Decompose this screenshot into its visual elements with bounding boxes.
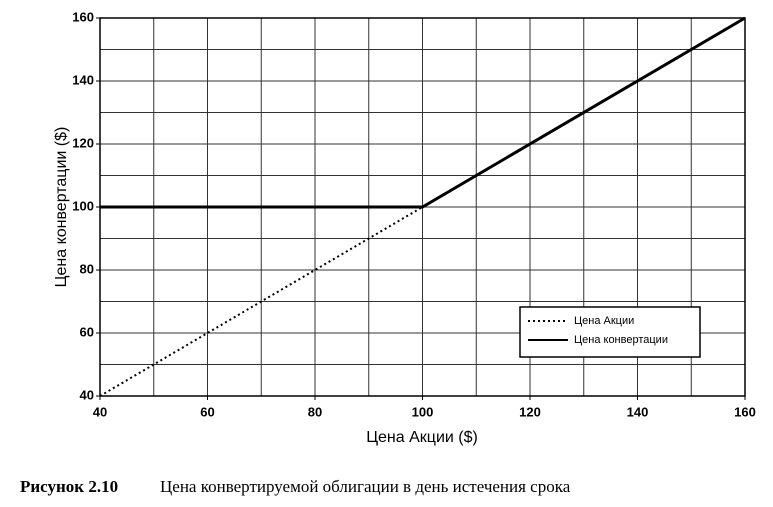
x-tick-label: 60 [200, 404, 214, 419]
y-tick-label: 40 [80, 387, 94, 402]
series-line [100, 16, 746, 209]
x-tick-label: 160 [734, 404, 756, 419]
y-tick-label: 60 [80, 324, 94, 339]
y-tick-label: 120 [72, 135, 94, 150]
x-axis-label: Цена Акции ($) [366, 429, 478, 446]
y-tick-label: 160 [72, 9, 94, 24]
caption-text: Цена конвертируемой облигации в день ист… [160, 477, 571, 496]
y-axis-label: Цена конвертации ($) [53, 127, 70, 288]
x-tick-label: 40 [93, 404, 107, 419]
legend-label: Цена Акции [574, 315, 634, 327]
x-tick-label: 120 [519, 404, 541, 419]
y-tick-label: 100 [72, 198, 94, 213]
x-tick-label: 80 [308, 404, 322, 419]
legend-box [519, 306, 701, 358]
series-line [99, 206, 424, 397]
y-tick-label: 80 [80, 261, 94, 276]
legend-label: Цена конвертации [574, 334, 668, 346]
caption-label: Рисунок 2.10 [20, 477, 118, 496]
x-tick-label: 140 [627, 404, 649, 419]
y-tick-label: 140 [72, 72, 94, 87]
x-tick-label: 100 [412, 404, 434, 419]
